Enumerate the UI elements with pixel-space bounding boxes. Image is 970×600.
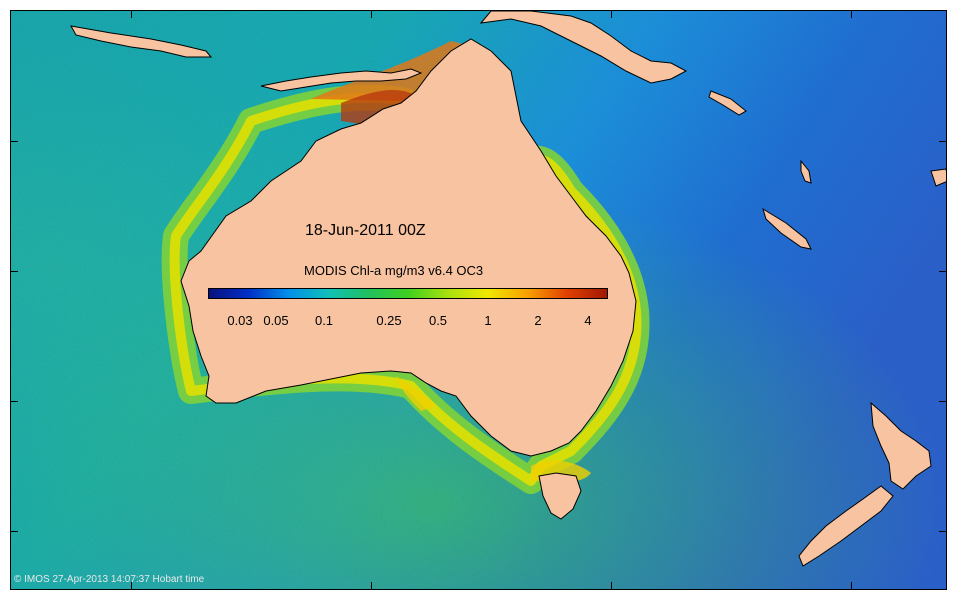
date-label: 18-Jun-2011 00Z bbox=[305, 222, 426, 239]
frame-tick-bottom bbox=[371, 582, 372, 589]
colorbar-tick-label: 0.25 bbox=[376, 313, 402, 328]
frame-tick-bottom bbox=[851, 582, 852, 589]
colorbar-tick-label: 0.03 bbox=[227, 313, 253, 328]
timor-sumbawa-islands bbox=[260, 68, 423, 92]
new-zealand-south-island bbox=[798, 485, 894, 567]
frame-tick-right bbox=[939, 141, 946, 142]
australia-mainland bbox=[180, 38, 637, 457]
land bbox=[70, 11, 946, 567]
frame-tick-right bbox=[939, 531, 946, 532]
frame-tick-left bbox=[11, 141, 18, 142]
colorbar-tick-label: 0.1 bbox=[314, 313, 334, 328]
tasmania bbox=[538, 472, 582, 520]
colorbar-tick-label: 4 bbox=[584, 313, 592, 328]
frame-tick-bottom bbox=[131, 582, 132, 589]
new-caledonia bbox=[762, 207, 812, 250]
new-guinea bbox=[479, 11, 688, 84]
frame-tick-right bbox=[939, 401, 946, 402]
frame-tick-left bbox=[11, 401, 18, 402]
fiji bbox=[930, 168, 946, 187]
colorbar-tick-label: 0.05 bbox=[263, 313, 289, 328]
map-canvas bbox=[11, 11, 946, 589]
java bbox=[70, 25, 213, 58]
colorbar bbox=[208, 288, 608, 299]
new-zealand-north-island bbox=[870, 401, 932, 490]
solomon-islands bbox=[708, 90, 747, 116]
frame-tick-top bbox=[371, 11, 372, 18]
colorbar-tick-label: 0.5 bbox=[428, 313, 448, 328]
copyright-credit: © IMOS 27-Apr-2013 14:07:37 Hobart time bbox=[14, 574, 205, 585]
colorbar-title: MODIS Chl-a mg/m3 v6.4 OC3 bbox=[304, 263, 484, 278]
frame-tick-left bbox=[11, 271, 18, 272]
colorbar-tick-label: 1 bbox=[484, 313, 492, 328]
frame-tick-left bbox=[11, 531, 18, 532]
frame-tick-top bbox=[131, 11, 132, 18]
frame-tick-bottom bbox=[611, 582, 612, 589]
frame-tick-right bbox=[939, 271, 946, 272]
chlorophyll-map bbox=[10, 10, 947, 590]
frame-tick-top bbox=[851, 11, 852, 18]
frame-tick-top bbox=[611, 11, 612, 18]
vanuatu bbox=[800, 159, 812, 184]
colorbar-tick-label: 2 bbox=[534, 313, 542, 328]
